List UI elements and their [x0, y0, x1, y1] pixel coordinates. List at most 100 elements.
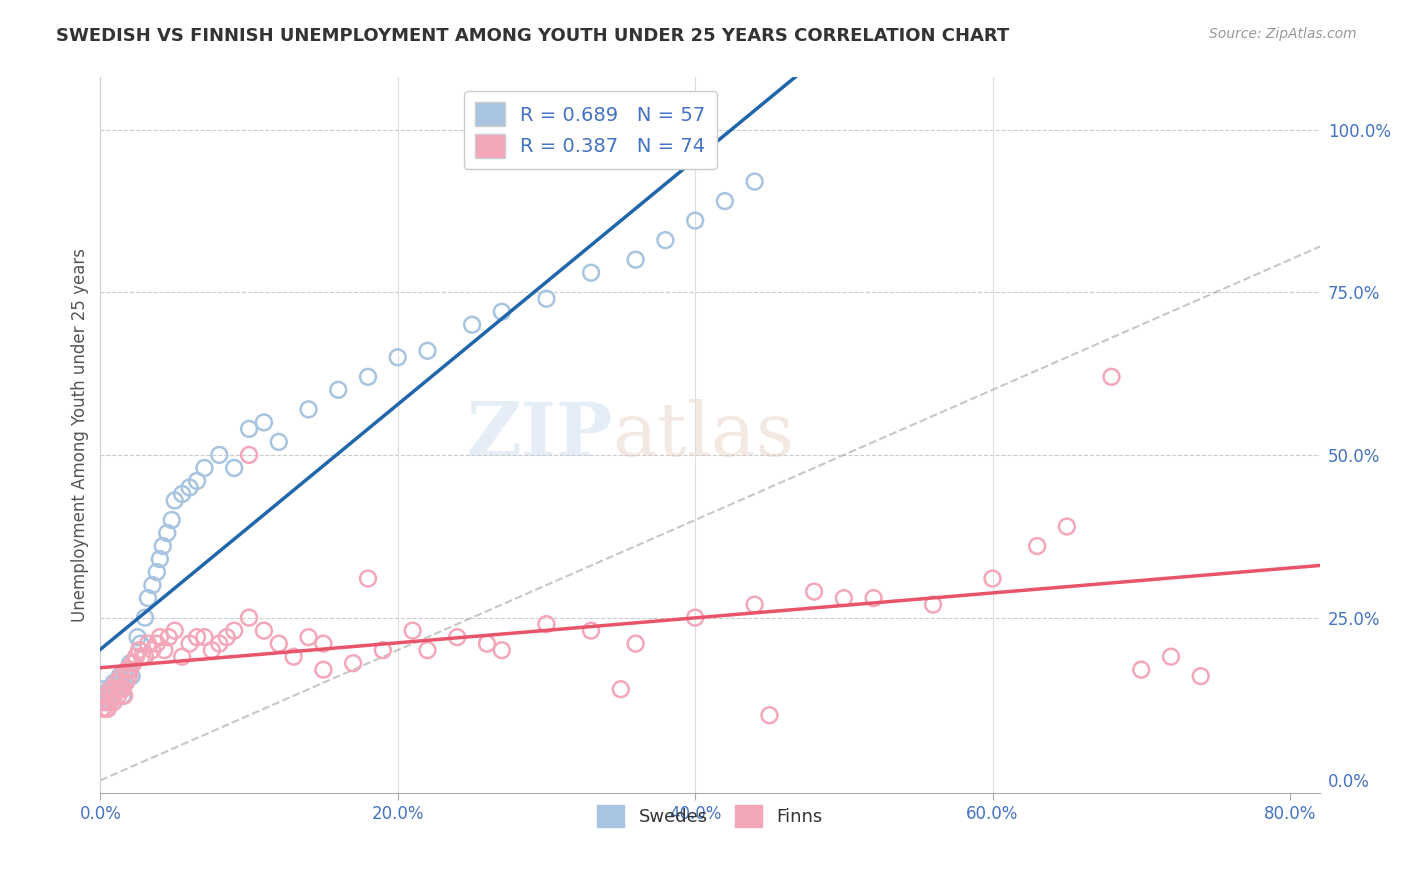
- Point: [328, 383, 350, 397]
- Text: SWEDISH VS FINNISH UNEMPLOYMENT AMONG YOUTH UNDER 25 YEARS CORRELATION CHART: SWEDISH VS FINNISH UNEMPLOYMENT AMONG YO…: [56, 27, 1010, 45]
- Point: [146, 565, 169, 579]
- Point: [152, 539, 174, 553]
- Point: [744, 175, 766, 189]
- Point: [579, 266, 602, 280]
- Point: [101, 689, 124, 703]
- Point: [357, 572, 380, 586]
- Point: [1101, 369, 1123, 384]
- Point: [153, 643, 176, 657]
- Point: [160, 513, 183, 527]
- Point: [104, 682, 127, 697]
- Point: [208, 637, 231, 651]
- Point: [141, 578, 163, 592]
- Point: [172, 487, 194, 501]
- Y-axis label: Unemployment Among Youth under 25 years: Unemployment Among Youth under 25 years: [72, 248, 89, 623]
- Point: [134, 649, 156, 664]
- Point: [253, 624, 276, 638]
- Point: [179, 480, 201, 494]
- Point: [98, 695, 121, 709]
- Point: [624, 637, 647, 651]
- Point: [149, 552, 172, 566]
- Point: [1130, 663, 1153, 677]
- Point: [136, 637, 159, 651]
- Point: [127, 630, 149, 644]
- Point: [136, 591, 159, 606]
- Point: [416, 643, 439, 657]
- Point: [922, 598, 945, 612]
- Point: [117, 669, 139, 683]
- Point: [312, 637, 335, 651]
- Point: [208, 448, 231, 462]
- Point: [163, 624, 186, 638]
- Point: [114, 675, 136, 690]
- Point: [446, 630, 468, 644]
- Point: [134, 610, 156, 624]
- Point: [98, 682, 121, 697]
- Point: [267, 434, 290, 449]
- Point: [107, 689, 129, 703]
- Point: [297, 402, 319, 417]
- Point: [101, 689, 124, 703]
- Point: [179, 637, 201, 651]
- Point: [103, 675, 125, 690]
- Point: [120, 663, 142, 677]
- Point: [357, 369, 380, 384]
- Point: [115, 663, 138, 677]
- Point: [238, 422, 260, 436]
- Point: [1056, 519, 1078, 533]
- Point: [97, 702, 120, 716]
- Point: [224, 461, 246, 475]
- Point: [224, 624, 246, 638]
- Point: [744, 598, 766, 612]
- Point: [94, 689, 117, 703]
- Point: [163, 493, 186, 508]
- Point: [94, 702, 117, 716]
- Point: [96, 695, 118, 709]
- Point: [491, 643, 513, 657]
- Point: [461, 318, 484, 332]
- Point: [683, 213, 706, 227]
- Point: [149, 630, 172, 644]
- Point: [120, 656, 142, 670]
- Point: [201, 643, 224, 657]
- Point: [536, 292, 558, 306]
- Legend: Swedes, Finns: Swedes, Finns: [591, 798, 830, 834]
- Point: [110, 675, 132, 690]
- Point: [267, 637, 290, 651]
- Point: [342, 656, 364, 670]
- Point: [283, 649, 305, 664]
- Point: [981, 572, 1004, 586]
- Point: [654, 233, 676, 247]
- Point: [832, 591, 855, 606]
- Point: [90, 702, 112, 716]
- Point: [803, 584, 825, 599]
- Point: [253, 416, 276, 430]
- Point: [91, 695, 114, 709]
- Point: [475, 637, 498, 651]
- Point: [238, 448, 260, 462]
- Point: [125, 649, 148, 664]
- Point: [117, 669, 139, 683]
- Point: [491, 304, 513, 318]
- Point: [758, 708, 780, 723]
- Point: [128, 643, 150, 657]
- Point: [193, 630, 215, 644]
- Point: [238, 610, 260, 624]
- Point: [862, 591, 884, 606]
- Point: [121, 669, 143, 683]
- Point: [683, 610, 706, 624]
- Point: [215, 630, 238, 644]
- Point: [156, 526, 179, 541]
- Point: [141, 643, 163, 657]
- Point: [146, 637, 169, 651]
- Point: [111, 689, 134, 703]
- Point: [1160, 649, 1182, 664]
- Point: [536, 617, 558, 632]
- Point: [96, 689, 118, 703]
- Point: [387, 351, 409, 365]
- Point: [610, 682, 633, 697]
- Point: [97, 689, 120, 703]
- Point: [107, 682, 129, 697]
- Point: [1189, 669, 1212, 683]
- Point: [105, 675, 128, 690]
